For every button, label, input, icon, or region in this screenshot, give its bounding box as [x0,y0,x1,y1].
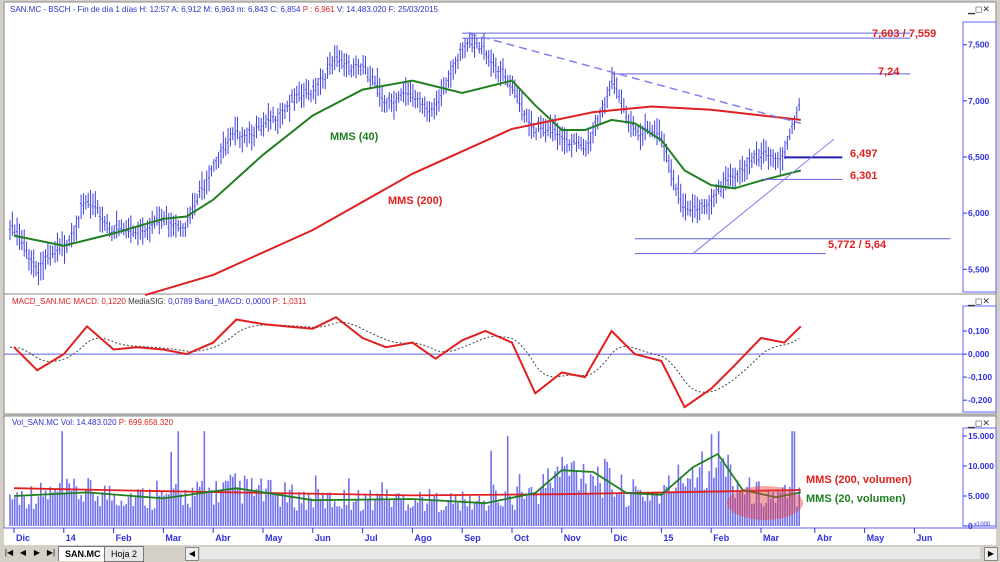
volume: V: 14.483.020 [336,5,387,14]
macd-name: MACD_SAN.MC [12,297,72,306]
level-label: 6,301 [850,170,878,182]
vol-ma-line [13,452,801,505]
series-label: MMS (200) [388,195,443,207]
band-value: Band_MACD: 0,0000 [194,297,271,306]
y-tick-label: 10.000 [968,461,994,471]
x-tick-label: Ago [414,533,432,543]
x-tick-label: Nov [564,533,581,543]
y-tick-label: 6,500 [968,152,990,162]
price-header: SAN.MC - BSCH - Fin de día 1 días H: 12:… [10,5,438,14]
tab-hoja-2[interactable]: Hoja 2 [104,546,145,562]
x-tick-label: May [867,533,885,543]
macd-line [13,316,802,409]
close: C: 6,854 [270,5,301,14]
x-tick-label: Jun [315,533,331,543]
trend-line [468,32,802,125]
y-tick-label: 5.000 [968,491,990,501]
vol-header: Vol_SAN.MC Vol: 14.483.020 P: 699.658.32… [12,418,173,427]
date-axis [4,528,996,545]
y-axis-2 [962,427,997,527]
y-tick-label: 5,500 [968,264,990,274]
symbol: SAN.MC - BSCH - Fin de día 1 días [10,5,138,14]
x-tick-label: Sep [464,533,481,543]
y-tick-label: 0,000 [968,349,990,359]
horizontal-scrollbar[interactable] [200,547,980,559]
first-sheet-button[interactable]: |◀ [4,548,14,557]
vol-unit: x1000 [974,522,991,528]
pane-0 [3,1,997,295]
y-tick-label: 7,000 [968,96,990,106]
x-tick-label: Mar [763,533,780,543]
macd-value: MACD: 0,1220 [73,297,126,306]
ma-line-MMS40 [13,79,802,247]
scroll-right-button[interactable]: ▶ [984,547,998,561]
y-tick-label: 0 [968,521,973,531]
x-tick-label: 14 [66,533,76,543]
x-tick-label: Jun [916,533,932,543]
vol-series-label: MMS (200, volumen) [806,474,912,486]
window-buttons: ▁◻✕ [967,296,990,307]
signal-label: MediaSIG: [128,297,166,306]
window-buttons: ▁◻✕ [967,418,990,429]
y-tick-label: 15.000 [968,431,994,441]
ma-line-MMS200 [144,105,801,297]
y-axis-0 [962,21,997,293]
level-label: 6,497 [850,148,878,160]
x-tick-label: Mar [165,533,182,543]
open: A: 6,912 [171,5,202,14]
price: P : 6,961 [302,5,335,14]
window-controls-1: ▁◻✕ [967,296,990,307]
series-label: MMS (40) [330,131,379,143]
hour: H: 12:57 [139,5,170,14]
prev-sheet-button[interactable]: ◀ [19,548,27,557]
scroll-left-button[interactable]: ◀ [185,547,199,561]
macd-header: MACD_SAN.MC MACD: 0,1220 MediaSIG: 0,078… [12,297,306,306]
window-controls-2: ▁◻✕ [967,418,990,429]
level-label: 7,24 [878,66,900,78]
y-tick-label: 6,000 [968,208,990,218]
vol-series-label: MMS (20, volumen) [806,493,906,505]
low: m: 6,843 [236,5,268,14]
y-tick-label: 7,500 [968,40,990,50]
high: M: 6,963 [203,5,235,14]
x-tick-label: May [265,533,283,543]
x-tick-label: Feb [116,533,133,543]
y-axis-1 [962,305,997,413]
x-tick-label: 15 [663,533,673,543]
last-sheet-button[interactable]: ▶| [46,548,56,557]
level-label: 7,603 / 7,559 [872,28,936,40]
signal-value: 0,0789 [168,297,193,306]
tab-san-mc[interactable]: SAN.MC [58,546,108,561]
highlight-ellipse [727,486,803,520]
trend-line [692,138,835,254]
vol-p: P: 699.658.320 [118,418,174,427]
window-controls-0: ▁◻✕ [967,4,990,15]
level-label: 5,772 / 5,64 [828,239,887,251]
x-tick-label: Feb [713,533,730,543]
x-tick-label: Abr [215,533,231,543]
y-tick-label: -0,100 [968,372,992,382]
macd-p: P: 1,0311 [272,297,307,306]
sheet-tab-bar: |◀ ◀ ▶ ▶| SAN.MC Hoja 2 ◀ ▶ [0,545,1000,562]
date: F: 25/03/2015 [388,5,438,14]
vol-name: Vol_SAN.MC [12,418,59,427]
x-tick-label: Dic [16,533,30,543]
window-buttons: ▁◻✕ [967,4,990,15]
x-tick-label: Abr [817,533,833,543]
y-tick-label: -0,200 [968,395,992,405]
x-tick-label: Oct [514,533,529,543]
x-tick-label: Jul [365,533,378,543]
next-sheet-button[interactable]: ▶ [33,548,41,557]
x-tick-label: Dic [614,533,628,543]
vol-value: Vol: 14.483.020 [60,418,117,427]
y-tick-label: 0,100 [968,326,990,336]
vol-ma-line [13,487,801,497]
